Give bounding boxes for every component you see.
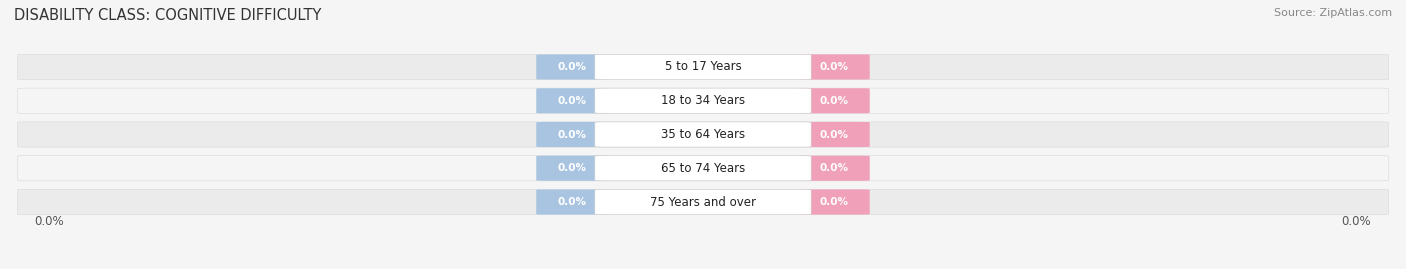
Text: 0.0%: 0.0% bbox=[558, 197, 586, 207]
Text: 35 to 64 Years: 35 to 64 Years bbox=[661, 128, 745, 141]
FancyBboxPatch shape bbox=[799, 88, 870, 113]
Text: 0.0%: 0.0% bbox=[820, 163, 848, 173]
FancyBboxPatch shape bbox=[595, 54, 811, 80]
Text: 0.0%: 0.0% bbox=[820, 96, 848, 106]
Text: 0.0%: 0.0% bbox=[558, 129, 586, 140]
FancyBboxPatch shape bbox=[536, 156, 607, 181]
FancyBboxPatch shape bbox=[536, 54, 607, 80]
FancyBboxPatch shape bbox=[536, 122, 607, 147]
FancyBboxPatch shape bbox=[17, 122, 1389, 147]
Text: 65 to 74 Years: 65 to 74 Years bbox=[661, 162, 745, 175]
Text: 0.0%: 0.0% bbox=[1341, 215, 1371, 228]
FancyBboxPatch shape bbox=[799, 122, 870, 147]
FancyBboxPatch shape bbox=[17, 88, 1389, 114]
FancyBboxPatch shape bbox=[536, 88, 607, 113]
FancyBboxPatch shape bbox=[595, 189, 811, 215]
Text: 0.0%: 0.0% bbox=[35, 215, 65, 228]
Text: Source: ZipAtlas.com: Source: ZipAtlas.com bbox=[1274, 8, 1392, 18]
FancyBboxPatch shape bbox=[17, 54, 1389, 80]
Text: 0.0%: 0.0% bbox=[558, 96, 586, 106]
FancyBboxPatch shape bbox=[595, 122, 811, 147]
Text: DISABILITY CLASS: COGNITIVE DIFFICULTY: DISABILITY CLASS: COGNITIVE DIFFICULTY bbox=[14, 8, 322, 23]
Text: 18 to 34 Years: 18 to 34 Years bbox=[661, 94, 745, 107]
FancyBboxPatch shape bbox=[595, 88, 811, 113]
FancyBboxPatch shape bbox=[536, 189, 607, 215]
Text: 0.0%: 0.0% bbox=[558, 62, 586, 72]
Text: 0.0%: 0.0% bbox=[820, 197, 848, 207]
FancyBboxPatch shape bbox=[595, 156, 811, 181]
FancyBboxPatch shape bbox=[799, 54, 870, 80]
FancyBboxPatch shape bbox=[799, 189, 870, 215]
Text: 75 Years and over: 75 Years and over bbox=[650, 196, 756, 208]
Text: 5 to 17 Years: 5 to 17 Years bbox=[665, 61, 741, 73]
FancyBboxPatch shape bbox=[17, 189, 1389, 215]
FancyBboxPatch shape bbox=[799, 156, 870, 181]
Text: 0.0%: 0.0% bbox=[820, 62, 848, 72]
FancyBboxPatch shape bbox=[17, 155, 1389, 181]
Text: 0.0%: 0.0% bbox=[558, 163, 586, 173]
Text: 0.0%: 0.0% bbox=[820, 129, 848, 140]
